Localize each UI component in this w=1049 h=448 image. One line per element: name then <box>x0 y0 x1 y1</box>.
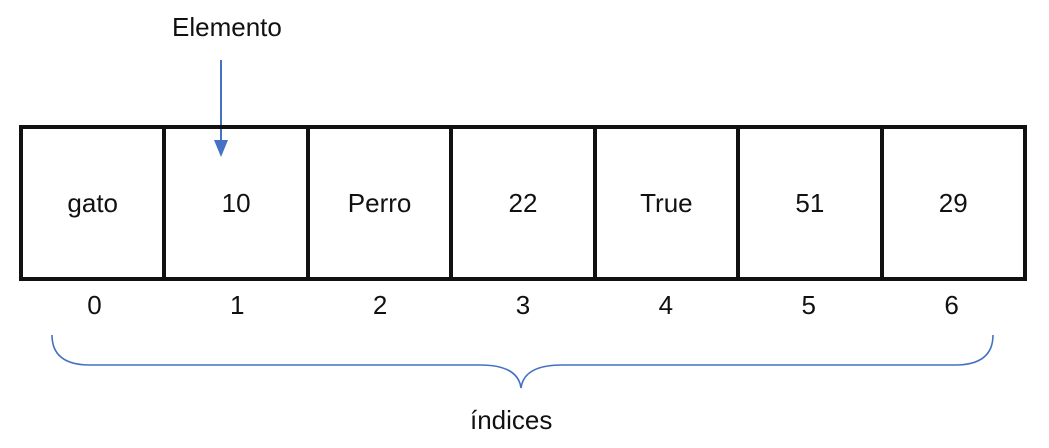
index-label: 5 <box>801 290 816 320</box>
array-cell: 10 <box>166 129 310 277</box>
array-cell: Perro <box>310 129 454 277</box>
indices-label: índices <box>470 405 553 435</box>
array-cells: gato 10 Perro 22 True 51 29 <box>19 125 1027 281</box>
pointer-arrow-head <box>214 140 228 157</box>
array-cell: 29 <box>884 129 1027 277</box>
element-label: Elemento <box>172 12 282 42</box>
array-cell: 22 <box>453 129 597 277</box>
array-cell: gato <box>23 129 167 277</box>
index-label: 1 <box>230 290 245 320</box>
indices-brace <box>51 334 994 389</box>
index-label: 4 <box>658 290 674 320</box>
array-indices: 0 1 2 3 4 5 6 <box>19 290 1027 324</box>
array-cell: 51 <box>740 129 884 277</box>
index-label: 6 <box>944 290 959 320</box>
index-label: 3 <box>515 290 531 320</box>
index-label: 0 <box>87 290 102 320</box>
array-cell: True <box>597 129 741 277</box>
index-label: 2 <box>372 290 388 320</box>
